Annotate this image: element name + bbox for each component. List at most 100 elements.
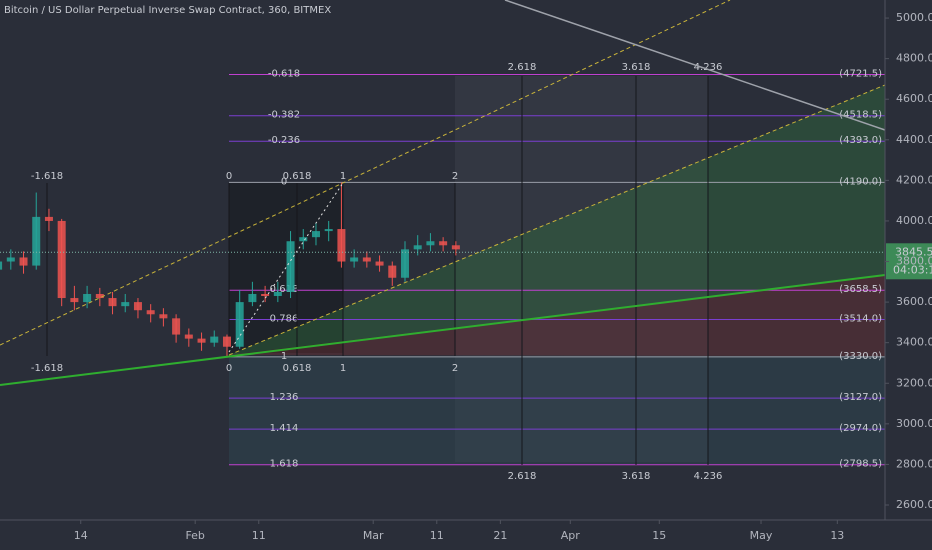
fib-level-label: 0 bbox=[281, 176, 287, 187]
candle-body bbox=[121, 302, 130, 307]
candle-body bbox=[146, 310, 155, 315]
candle-body bbox=[439, 241, 448, 246]
fib-price-label: (4393.0) bbox=[839, 135, 882, 146]
candle-body bbox=[388, 265, 397, 278]
candle-body bbox=[311, 231, 320, 238]
x-tick-label: 14 bbox=[74, 529, 88, 542]
candle-body bbox=[222, 336, 231, 347]
fib-extension-area bbox=[229, 356, 885, 465]
x-tick-label: 11 bbox=[252, 529, 266, 542]
candle-body bbox=[337, 229, 346, 262]
candle-body bbox=[44, 216, 53, 221]
time-fib-label: 0.618 bbox=[283, 363, 312, 374]
candle-body bbox=[324, 229, 333, 232]
y-tick-label: 4600.0 bbox=[896, 92, 932, 105]
candle-body bbox=[184, 334, 193, 339]
fib-price-label: (3330.0) bbox=[839, 351, 882, 362]
fib-price-label: (2974.0) bbox=[839, 423, 882, 434]
time-fib-label: 1 bbox=[340, 363, 346, 374]
candle-body bbox=[0, 261, 3, 270]
fib-price-label: (2798.5) bbox=[839, 459, 882, 470]
time-fib-label: 0.618 bbox=[283, 171, 312, 182]
x-tick-label: Apr bbox=[561, 529, 581, 542]
time-fib-label: 3.618 bbox=[622, 471, 651, 482]
time-fib-label: 0 bbox=[226, 363, 232, 374]
y-tick-label: 3600.0 bbox=[896, 295, 932, 308]
y-tick-label: 4400.0 bbox=[896, 133, 932, 146]
candle-body bbox=[400, 249, 409, 278]
y-tick-label: 4800.0 bbox=[896, 52, 932, 65]
candle-body bbox=[235, 302, 244, 347]
fib-level-label: 1.618 bbox=[270, 459, 299, 470]
dotted-line bbox=[228, 182, 344, 353]
candle-body bbox=[350, 257, 359, 262]
fib-price-label: (4190.0) bbox=[839, 176, 882, 187]
y-tick-label: 4200.0 bbox=[896, 173, 932, 186]
x-tick-label: 21 bbox=[493, 529, 507, 542]
candle-body bbox=[133, 302, 142, 311]
candle-body bbox=[362, 257, 371, 262]
y-tick-label: 3200.0 bbox=[896, 376, 932, 389]
time-fib-label: 4.236 bbox=[694, 62, 723, 73]
y-tick-label: 2800.0 bbox=[896, 457, 932, 470]
candle-body bbox=[83, 293, 92, 303]
y-tick-label: 3800.0 bbox=[896, 255, 932, 268]
y-tick-label: 4000.0 bbox=[896, 214, 932, 227]
candle-body bbox=[108, 298, 117, 307]
x-tick-label: Feb bbox=[185, 529, 204, 542]
channel-line bbox=[0, 0, 731, 346]
fib-level-label: 0.786 bbox=[270, 314, 299, 325]
candle-body bbox=[261, 293, 270, 297]
y-tick-label: 2600.0 bbox=[896, 498, 932, 511]
x-tick-label: Mar bbox=[363, 529, 384, 542]
time-fib-label: 2 bbox=[452, 171, 458, 182]
candle-body bbox=[6, 257, 15, 262]
fib-price-label: (4518.5) bbox=[839, 110, 882, 121]
fib-price-label: (3514.0) bbox=[839, 314, 882, 325]
x-tick-label: 15 bbox=[652, 529, 666, 542]
time-fib-label: -1.618 bbox=[31, 171, 63, 182]
y-tick-label: 3400.0 bbox=[896, 336, 932, 349]
candle-body bbox=[413, 245, 422, 250]
candle-body bbox=[32, 216, 41, 266]
x-tick-label: 11 bbox=[430, 529, 444, 542]
time-fib-label: 2.618 bbox=[508, 471, 537, 482]
candle-body bbox=[210, 336, 219, 343]
time-fib-label: 2.618 bbox=[508, 62, 537, 73]
fib-price-label: (3127.0) bbox=[839, 392, 882, 403]
time-fib-label: -1.618 bbox=[31, 363, 63, 374]
candle-body bbox=[248, 293, 257, 303]
fib-level-label: -0.618 bbox=[268, 69, 300, 80]
candle-body bbox=[70, 298, 79, 303]
fib-level-label: 1.414 bbox=[270, 423, 299, 434]
candle-body bbox=[286, 241, 295, 292]
fib-level-label: 0.618 bbox=[270, 284, 299, 295]
candle-body bbox=[299, 237, 308, 242]
candle-body bbox=[451, 245, 460, 250]
candle-body bbox=[426, 241, 435, 246]
candle-body bbox=[57, 220, 66, 299]
fib-level-label: -0.382 bbox=[268, 110, 300, 121]
candle-body bbox=[375, 261, 384, 266]
last-price-label: 3845.5 bbox=[895, 245, 932, 258]
time-fib-label: 3.618 bbox=[622, 62, 651, 73]
candle-body bbox=[159, 314, 168, 319]
fib-price-label: (4721.5) bbox=[839, 69, 882, 80]
fib-level-label: 1 bbox=[281, 351, 287, 362]
candle-body bbox=[172, 318, 181, 335]
candle-body bbox=[197, 338, 206, 343]
channel-line bbox=[228, 84, 886, 356]
title: Bitcoin / US Dollar Perpetual Inverse Sw… bbox=[4, 5, 331, 16]
time-fib-label: 2 bbox=[452, 363, 458, 374]
fib-level-label: -0.236 bbox=[268, 135, 300, 146]
time-fib-label: 1 bbox=[340, 171, 346, 182]
time-fib-label: 0 bbox=[226, 171, 232, 182]
x-tick-label: May bbox=[750, 529, 773, 542]
fib-price-label: (3658.5) bbox=[839, 284, 882, 295]
fib-group: -0.618 (4721.5) -0.382 (4518.5) -0.236 (4393.… bbox=[31, 62, 885, 482]
y-tick-label: 3000.0 bbox=[896, 417, 932, 430]
gray-line bbox=[504, 0, 886, 131]
last-price-box bbox=[886, 243, 932, 280]
candle-body bbox=[19, 257, 28, 266]
countdown: 04:03:10 bbox=[893, 263, 932, 276]
